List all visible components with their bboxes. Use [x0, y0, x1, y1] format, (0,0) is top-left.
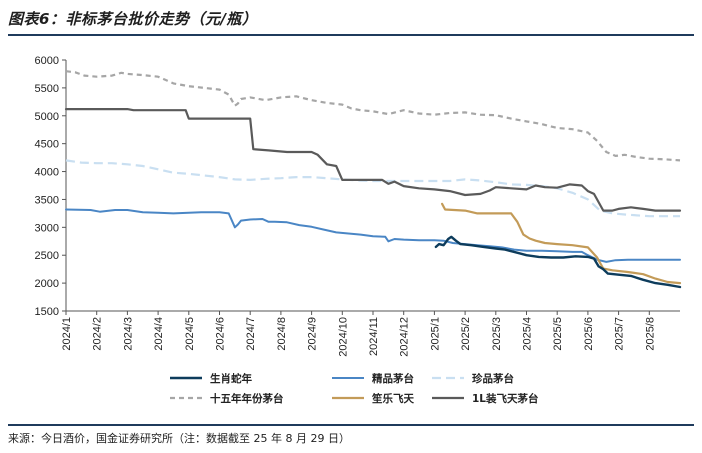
series-line-3 — [65, 70, 681, 162]
x-tick-label: 2025/4 — [522, 317, 534, 351]
x-tick-label: 2024/12 — [399, 317, 411, 357]
y-tick-label: 3000 — [35, 222, 59, 234]
y-tick-label: 2500 — [35, 250, 59, 262]
y-tick-label: 4000 — [35, 167, 59, 179]
legend-label-3: 十五年年份茅台 — [210, 392, 284, 405]
chart-title: 图表6：非标茅台批价走势（元/瓶） — [8, 10, 258, 28]
legend-label-5: 1L装飞天茅台 — [472, 392, 539, 405]
source-rule — [8, 424, 694, 426]
legend-label-1: 精品茅台 — [372, 372, 414, 385]
chart-axes: 1500 2000 2500 3000 3500 4000 4500 5000 5500 6000… — [35, 55, 680, 357]
y-tick-label: 5500 — [35, 83, 59, 95]
x-tick-label: 2025/8 — [644, 317, 656, 351]
title-rule — [8, 34, 694, 36]
y-tick-label: 2000 — [35, 278, 59, 290]
x-tick-label: 2025/2 — [460, 317, 472, 351]
y-tick-label: 6000 — [35, 55, 59, 67]
y-tick-label: 1500 — [35, 306, 59, 318]
chart-series — [64, 70, 682, 289]
y-tick-label: 5000 — [35, 111, 59, 123]
x-tick-label: 2024/5 — [184, 317, 196, 351]
series-line-0 — [434, 235, 682, 289]
legend-label-2: 珍品茅台 — [472, 372, 514, 385]
series-line-5 — [64, 108, 682, 212]
y-tick-label: 4500 — [35, 139, 59, 151]
series-line-2 — [65, 159, 680, 218]
x-tick-label: 2024/8 — [276, 317, 288, 351]
x-tick-label: 2024/11 — [368, 317, 380, 356]
x-tick-label: 2024/3 — [122, 317, 134, 351]
x-tick-label: 2025/3 — [491, 317, 503, 351]
x-tick-label: 2024/2 — [92, 317, 104, 351]
x-tick-label: 2025/5 — [552, 317, 564, 351]
legend-label-0: 生肖蛇年 — [210, 372, 252, 385]
x-tick-label: 2024/10 — [337, 317, 349, 357]
x-tick-label: 2024/7 — [245, 317, 257, 351]
x-tick-label: 2024/9 — [307, 317, 319, 351]
x-tick-label: 2025/7 — [614, 317, 626, 351]
series-line-1 — [65, 208, 681, 263]
x-tick-label: 2025/1 — [429, 317, 441, 351]
x-tick-label: 2024/6 — [215, 317, 227, 351]
line-chart: 1500 2000 2500 3000 3500 4000 4500 5000 5500 6000… — [35, 55, 682, 405]
x-tick-label: 2024/4 — [153, 317, 165, 351]
x-tick-label: 2024/1 — [61, 317, 73, 351]
y-tick-label: 3500 — [35, 194, 59, 206]
legend-label-4: 笙乐飞天 — [371, 392, 414, 405]
x-tick-label: 2025/6 — [583, 317, 595, 351]
series-line-4 — [441, 202, 682, 285]
source-note: 来源：今日酒价，国金证券研究所（注：数据截至 25 年 8 月 29 日） — [8, 432, 350, 445]
